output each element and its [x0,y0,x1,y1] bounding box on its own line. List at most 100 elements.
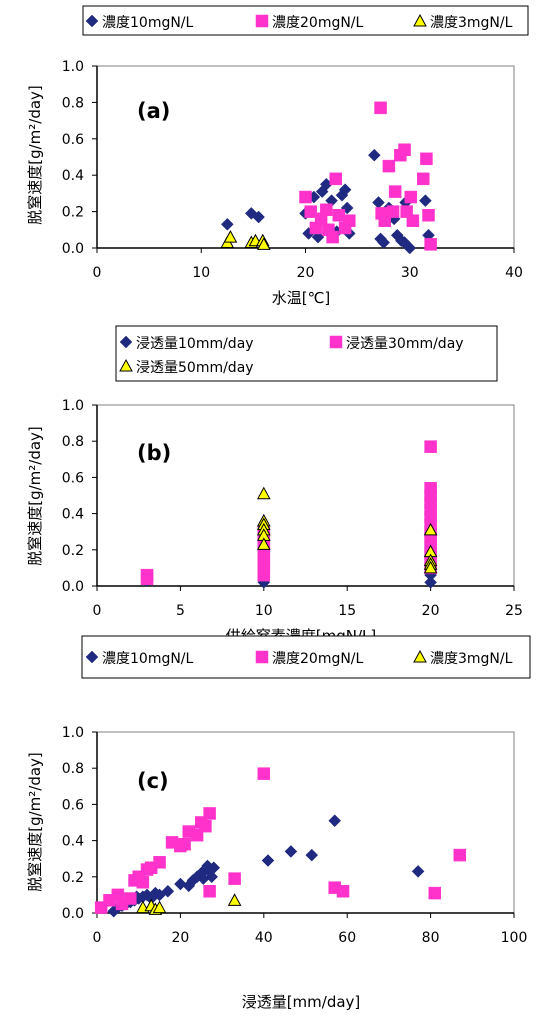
legend-marker-0 [119,335,133,349]
data-point-s0-27 [305,848,319,862]
data-point-s1-23 [336,885,350,898]
data-point-s1-1 [304,205,317,218]
y-tick-label-4: 0.8 [62,761,84,777]
plot-frame [96,65,515,249]
y-tick-label-0: 0.0 [62,241,84,257]
x-tick-label-1: 20 [171,930,189,946]
legend-marker-2 [413,649,427,663]
panel-0: 濃度10mgN/L 濃度20mgN/L 濃度3mgN/L 0.0 0.2 0.4 0.6 0.… [26,5,529,307]
y-tick-label-3: 0.6 [62,797,84,813]
legend-box [81,635,531,679]
x-tick-label-0: 0 [93,265,102,281]
x-tick-label-4: 20 [422,603,440,619]
data-point-s1-13 [178,837,191,851]
data-point-s1-19 [203,885,216,898]
x-tick-label-3: 15 [338,603,356,619]
data-point-s0-0 [220,217,234,231]
x-tick-label-4: 80 [422,930,440,946]
y-tick-label-1: 0.2 [62,870,84,886]
plot-frame [96,731,515,914]
data-point-s0-29 [411,865,425,878]
data-point-s1-17 [199,819,212,833]
y-tick-label-5: 1.0 [62,398,84,414]
x-tick-label-2: 40 [255,930,273,946]
data-point-s1-25 [453,848,467,862]
data-point-s1-22 [417,172,430,186]
data-point-s0-1 [244,207,258,220]
x-tick-label-1: 5 [176,603,185,619]
data-point-s1-10 [343,214,356,227]
data-point-s1-25 [424,238,437,251]
legend-marker-1 [329,335,343,349]
data-point-s2-5 [256,537,271,550]
data-point-s0-12 [338,183,352,197]
data-point-s1-7 [329,172,342,186]
data-points [94,767,467,918]
data-point-s2-3 [152,900,167,914]
legend-label-2: 浸透量50mm/day [136,360,254,376]
legend-label-1: 濃度20mgN/L [272,651,364,667]
data-point-s1-18 [398,143,411,156]
data-point-s1-18 [203,807,216,820]
legend-label-0: 濃度10mgN/L [102,15,194,31]
x-tick-label-5: 25 [505,603,523,619]
data-point-s0-28 [328,814,342,828]
data-point-s0-26 [284,845,298,858]
data-point-s0-23 [205,870,219,884]
data-point-s1-20 [404,190,418,204]
data-point-s1-24 [428,886,442,900]
legend-marker-0 [85,650,99,664]
legend-label-0: 浸透量10mm/day [136,336,254,352]
data-point-s1-14 [382,159,396,173]
y-tick-label-3: 0.6 [62,132,84,148]
data-point-s1-27 [424,440,437,453]
data-point-s1-21 [406,214,420,227]
legend-marker-2 [413,13,427,27]
legend-marker-0 [85,14,99,28]
x-tick-label-0: 0 [93,603,102,619]
legend-label-1: 浸透量30mm/day [346,336,464,352]
x-tick-label-3: 30 [401,265,419,281]
panel-label: (a) [137,99,170,123]
data-point-s1-7 [136,875,150,889]
panel-1: 浸透量10mm/day 浸透量30mm/day 浸透量50mm/day 0.0 0.2 0… [26,325,523,645]
x-tick-label-5: 100 [501,930,528,946]
data-points [220,101,437,255]
data-point-s1-4 [320,203,333,217]
data-point-s2-4 [227,893,242,906]
y-tick-label-0: 0.0 [62,906,84,922]
data-point-s1-1 [140,572,154,586]
data-point-s1-15 [386,205,400,218]
data-point-s1-23 [420,152,433,166]
legend-label-1: 濃度20mgN/L [272,15,364,31]
x-tick-label-3: 60 [338,930,356,946]
y-tick-label-4: 0.8 [62,434,84,450]
data-point-s1-21 [257,767,271,780]
y-tick-label-1: 0.2 [62,543,84,559]
y-tick-label-1: 0.2 [62,205,84,221]
y-tick-label-3: 0.6 [62,470,84,486]
plot-frame [96,404,515,587]
data-point-s1-10 [153,856,166,869]
data-point-s2-6 [423,522,438,536]
data-point-s1-6 [326,230,339,244]
data-point-s0-25 [261,854,275,867]
data-point-s1-16 [388,185,402,198]
legend-marker-2 [119,358,133,372]
data-points [140,440,438,589]
legend-marker-1 [255,650,269,664]
y-tick-label-2: 0.4 [62,507,84,523]
data-point-s1-4 [124,892,137,905]
data-point-s0-14 [174,877,187,891]
x-axis-title: 浸透量[mm/day] [242,993,361,1011]
data-point-s0-26 [419,194,432,208]
y-axis-title: 脱窒速度[g/m²/day] [26,426,44,566]
panel-label: (c) [137,769,169,793]
data-point-s0-2 [252,210,265,224]
data-point-s0-16 [372,196,385,209]
data-point-s1-20 [228,872,241,885]
y-tick-label-5: 1.0 [62,725,84,741]
legend-label-0: 濃度10mgN/L [102,651,194,667]
x-axis-title: 水温[℃] [272,289,331,307]
